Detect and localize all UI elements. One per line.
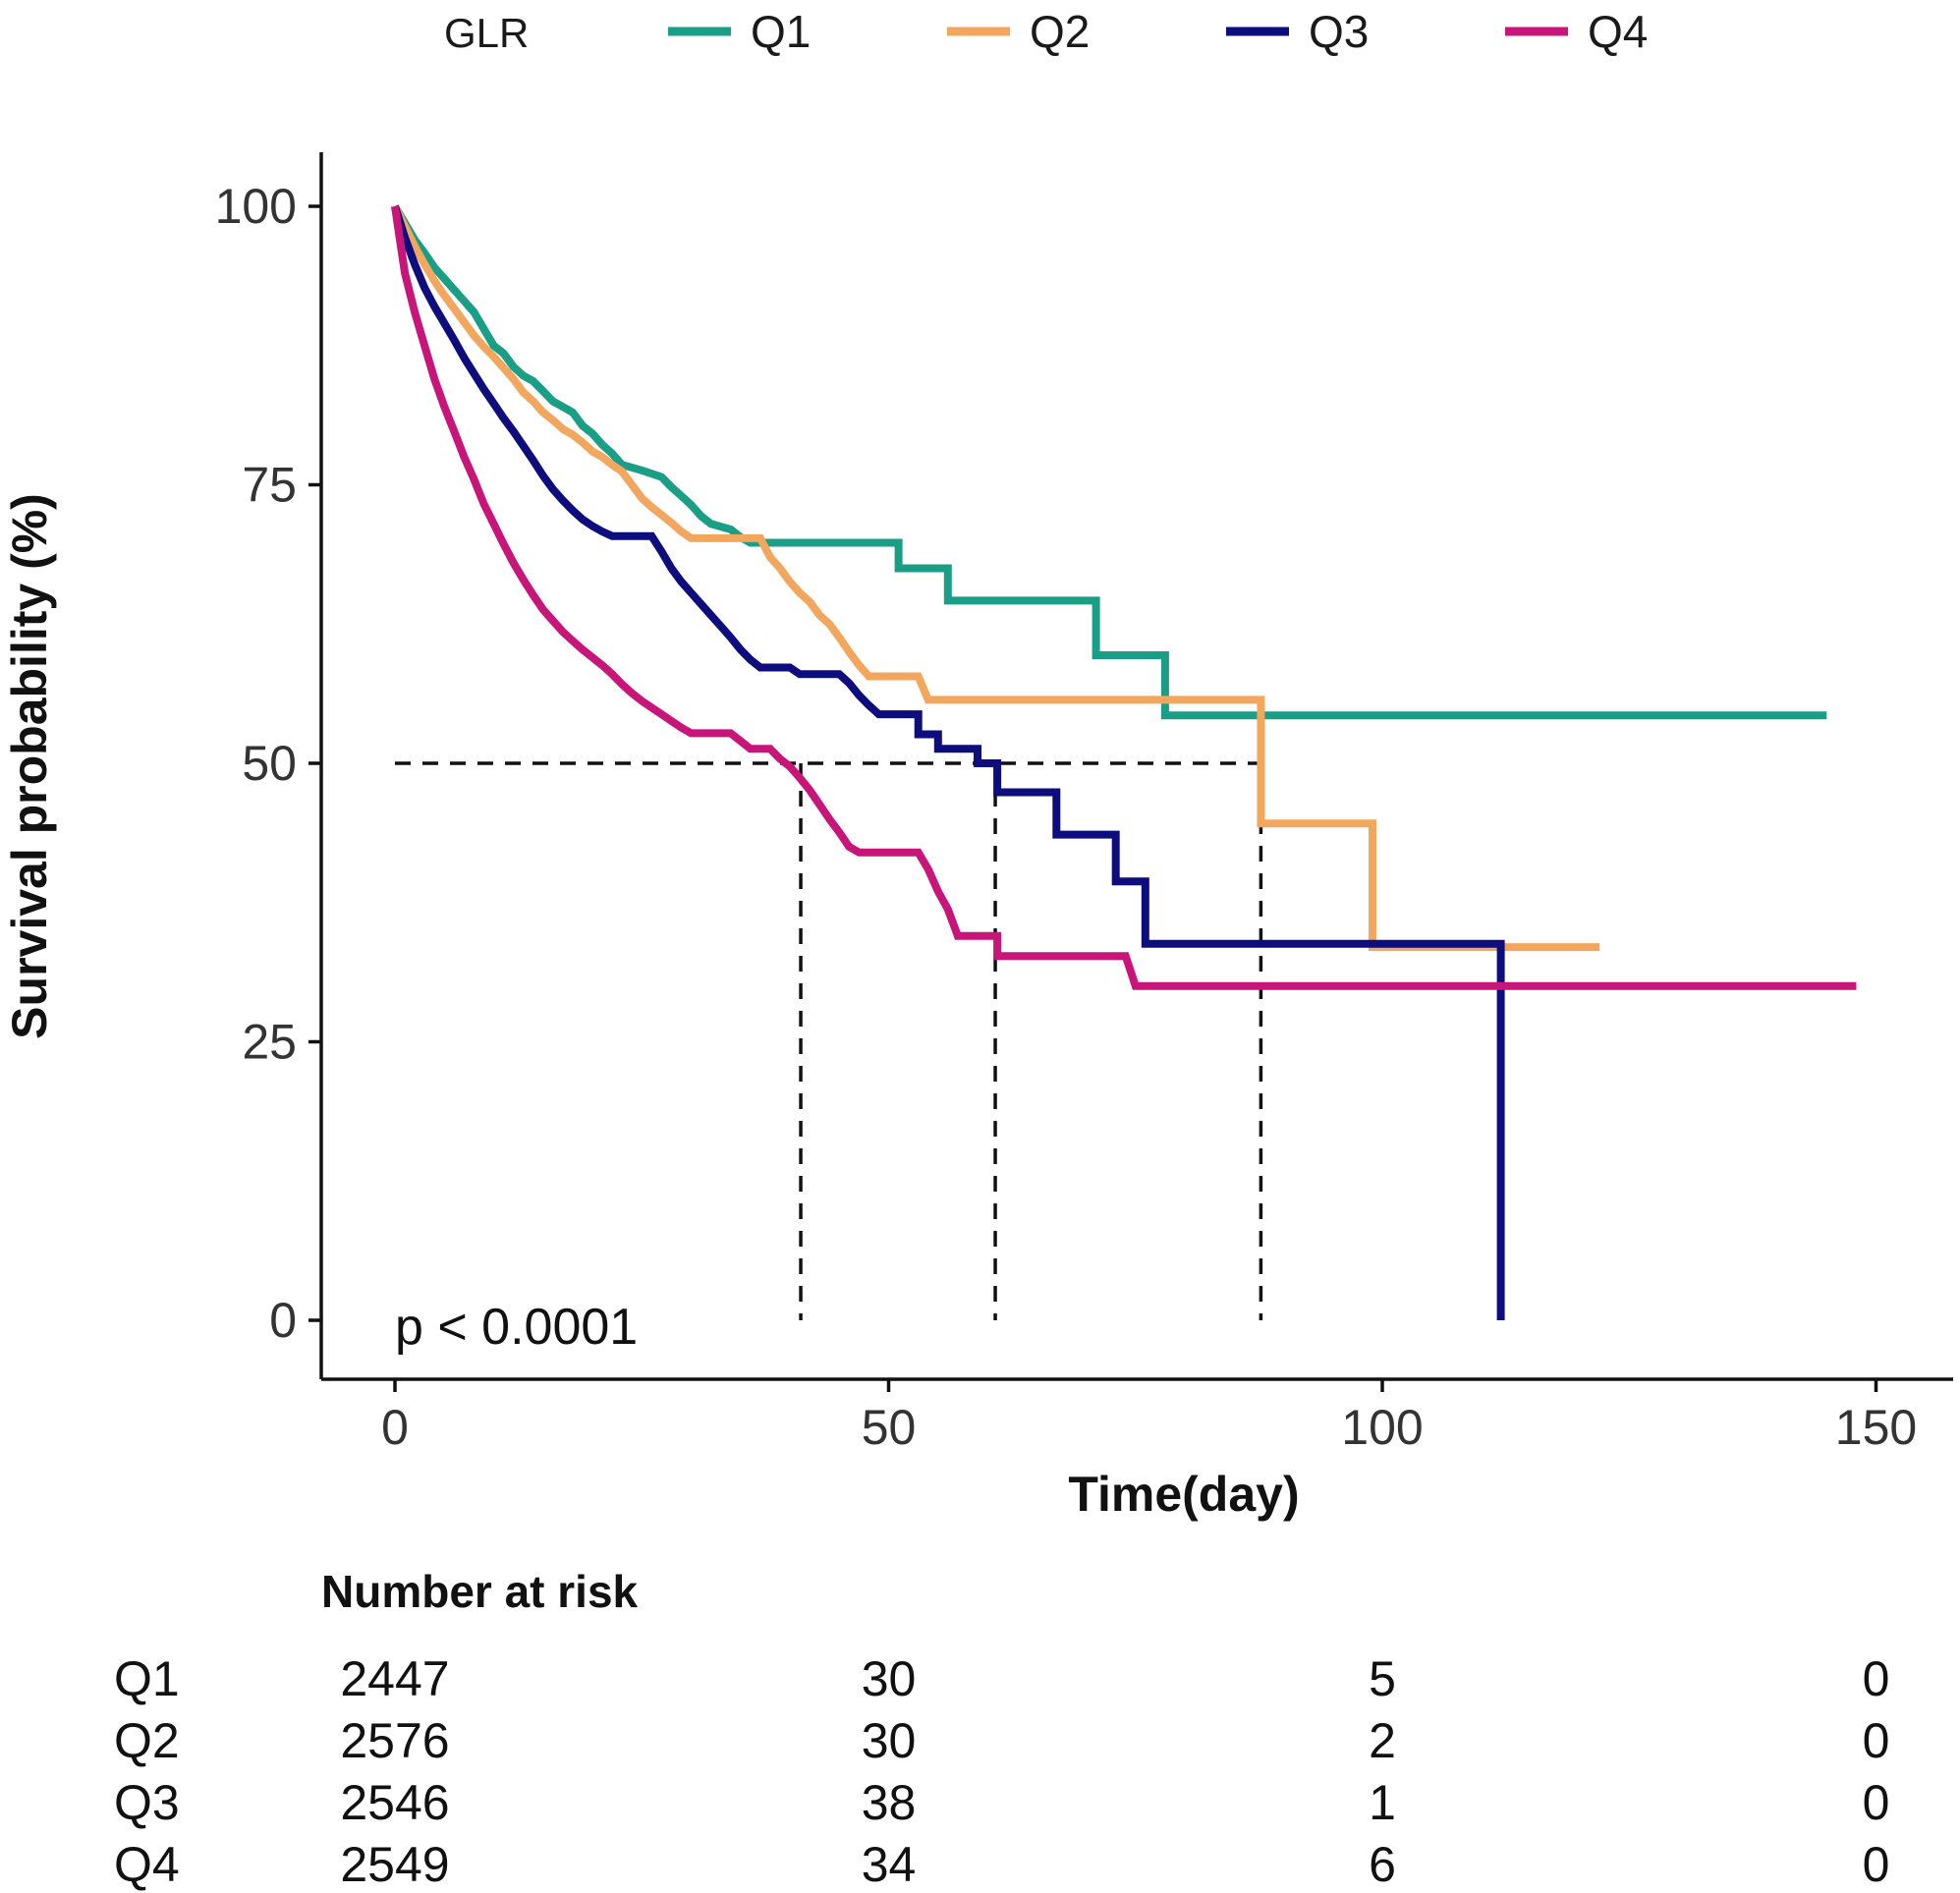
risk-table: Q1 2447 30 5 0 Q2 2576 30 2 0 Q3 2546 38 1 0 Q4 2549 34 6 0 xyxy=(114,1651,1889,1892)
x-tick-label: 0 xyxy=(381,1400,409,1455)
y-tick-label: 0 xyxy=(269,1293,297,1348)
legend-label-q1: Q1 xyxy=(751,6,811,57)
legend-title: GLR xyxy=(444,10,529,56)
risk-cell: 30 xyxy=(862,1713,917,1768)
curve-q4 xyxy=(391,205,1857,990)
risk-cell: 2576 xyxy=(340,1713,449,1768)
legend-label-q2: Q2 xyxy=(1030,6,1090,57)
risk-cell: 2546 xyxy=(340,1775,449,1830)
y-axis-ticks: 0 25 50 75 100 xyxy=(215,179,321,1348)
y-tick-label: 25 xyxy=(242,1015,297,1070)
y-tick-label: 75 xyxy=(242,458,297,513)
risk-cell: 2549 xyxy=(340,1837,449,1892)
risk-cell: 34 xyxy=(862,1837,917,1892)
risk-cell: 0 xyxy=(1863,1713,1890,1768)
risk-row-label: Q2 xyxy=(114,1713,180,1768)
risk-cell: 6 xyxy=(1369,1837,1396,1892)
x-axis-ticks: 0 50 100 150 xyxy=(381,1379,1917,1455)
risk-cell: 0 xyxy=(1863,1775,1890,1830)
risk-cell: 5 xyxy=(1369,1651,1396,1706)
x-axis-title: Time(day) xyxy=(1068,1467,1299,1522)
curve-q1 xyxy=(391,203,1827,720)
risk-cell: 38 xyxy=(862,1775,917,1830)
x-tick-label: 50 xyxy=(862,1400,917,1455)
y-axis-title: Survival probability (%) xyxy=(2,493,57,1039)
legend-label-q4: Q4 xyxy=(1588,6,1648,57)
p-value-annotation: p < 0.0001 xyxy=(395,1299,638,1356)
x-tick-label: 150 xyxy=(1835,1400,1917,1455)
risk-cell: 2 xyxy=(1369,1713,1396,1768)
curve-q2 xyxy=(391,204,1600,952)
curve-q3 xyxy=(391,204,1505,1320)
y-tick-label: 50 xyxy=(242,736,297,791)
y-tick-label: 100 xyxy=(215,179,297,234)
risk-cell: 1 xyxy=(1369,1775,1396,1830)
legend: GLR Q1 Q2 Q3 Q4 xyxy=(444,6,1648,57)
legend-label-q3: Q3 xyxy=(1309,6,1369,57)
risk-cell: 2447 xyxy=(340,1651,449,1706)
risk-cell: 30 xyxy=(862,1651,917,1706)
risk-row-label: Q4 xyxy=(114,1837,180,1892)
risk-cell: 0 xyxy=(1863,1837,1890,1892)
risk-cell: 0 xyxy=(1863,1651,1890,1706)
x-tick-label: 100 xyxy=(1341,1400,1423,1455)
risk-table-title: Number at risk xyxy=(321,1566,639,1617)
risk-row-label: Q3 xyxy=(114,1775,180,1830)
risk-row-label: Q1 xyxy=(114,1651,180,1706)
survival-curves xyxy=(391,203,1857,1320)
median-reference-lines xyxy=(395,761,1263,1320)
